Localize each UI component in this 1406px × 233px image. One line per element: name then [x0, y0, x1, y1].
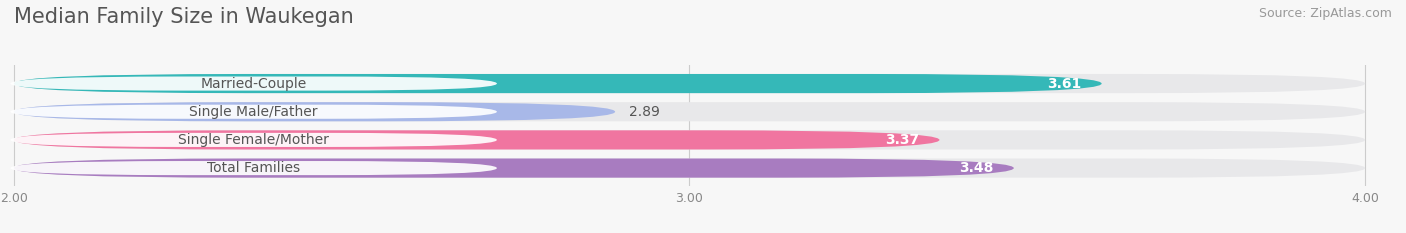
Text: Single Male/Father: Single Male/Father — [190, 105, 318, 119]
FancyBboxPatch shape — [10, 105, 496, 119]
Text: 3.48: 3.48 — [959, 161, 994, 175]
FancyBboxPatch shape — [14, 102, 616, 121]
FancyBboxPatch shape — [14, 102, 1365, 121]
Text: Median Family Size in Waukegan: Median Family Size in Waukegan — [14, 7, 354, 27]
Text: 3.61: 3.61 — [1047, 77, 1081, 91]
FancyBboxPatch shape — [14, 74, 1102, 93]
FancyBboxPatch shape — [10, 76, 496, 91]
FancyBboxPatch shape — [14, 130, 1365, 150]
Text: Source: ZipAtlas.com: Source: ZipAtlas.com — [1258, 7, 1392, 20]
FancyBboxPatch shape — [14, 74, 1365, 93]
Text: 3.37: 3.37 — [886, 133, 920, 147]
Text: Married-Couple: Married-Couple — [201, 77, 307, 91]
FancyBboxPatch shape — [14, 158, 1365, 178]
FancyBboxPatch shape — [14, 130, 939, 150]
FancyBboxPatch shape — [10, 161, 496, 175]
Text: 2.89: 2.89 — [628, 105, 659, 119]
Text: Total Families: Total Families — [207, 161, 301, 175]
Text: Single Female/Mother: Single Female/Mother — [179, 133, 329, 147]
FancyBboxPatch shape — [10, 133, 496, 147]
FancyBboxPatch shape — [14, 158, 1014, 178]
